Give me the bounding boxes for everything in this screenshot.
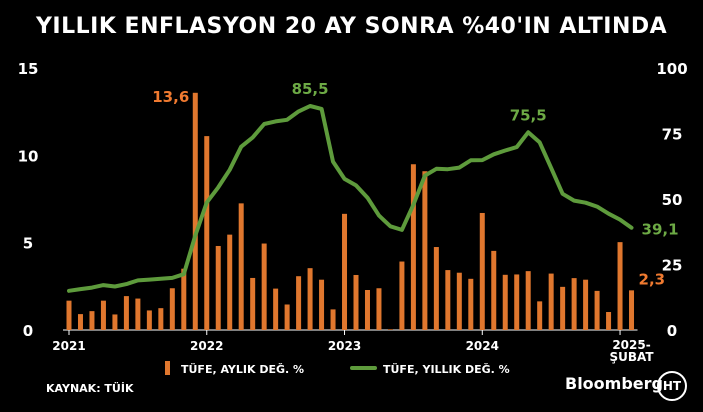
right-tick-label: 100 bbox=[656, 60, 687, 78]
monthly-bar bbox=[261, 243, 267, 330]
monthly-bar bbox=[571, 278, 577, 330]
value-label: 13,6 bbox=[152, 88, 189, 106]
annual-inflation-line bbox=[67, 104, 634, 293]
monthly-bar bbox=[410, 164, 416, 330]
monthly-bar bbox=[491, 250, 497, 330]
monthly-bar bbox=[181, 268, 187, 330]
chart-title: YILLIK ENFLASYON 20 AY SONRA %40'IN ALTI… bbox=[36, 14, 668, 39]
monthly-bar bbox=[594, 290, 600, 330]
monthly-bar bbox=[135, 298, 141, 330]
monthly-bar bbox=[479, 212, 485, 330]
x-tick-label: 2022 bbox=[190, 339, 223, 353]
x-tick-label: 2023 bbox=[328, 339, 361, 353]
monthly-bar bbox=[215, 245, 221, 330]
monthly-bar bbox=[330, 309, 336, 330]
monthly-bar bbox=[66, 300, 72, 330]
value-labels: 13,6 85,5 75,5 39,1 2,3 bbox=[152, 80, 678, 288]
monthly-bar bbox=[319, 279, 325, 330]
right-tick-label: 50 bbox=[662, 191, 683, 209]
monthly-bar bbox=[617, 242, 623, 330]
monthly-bar bbox=[583, 279, 589, 330]
monthly-bar bbox=[387, 329, 393, 330]
legend: TÜFE, AYLIK DEĞ. % TÜFE, YILLIK DEĞ. % bbox=[165, 361, 510, 376]
x-tick-label: ŞUBAT bbox=[609, 350, 654, 364]
monthly-bar bbox=[77, 314, 83, 330]
monthly-bar bbox=[422, 171, 428, 330]
monthly-bar bbox=[158, 308, 164, 330]
monthly-bar bbox=[606, 312, 612, 330]
right-tick-label: 25 bbox=[662, 257, 683, 275]
x-axis: 2021 2022 2023 2024 2025-ŞUBAT bbox=[52, 330, 654, 364]
monthly-bar bbox=[514, 274, 520, 330]
monthly-bar bbox=[399, 261, 405, 330]
monthly-bar bbox=[353, 274, 359, 330]
monthly-bar bbox=[433, 247, 439, 330]
x-tick-label: 2021 bbox=[52, 339, 85, 353]
left-tick-label: 0 bbox=[23, 322, 33, 340]
monthly-bar bbox=[273, 288, 279, 330]
monthly-bar bbox=[537, 301, 543, 330]
monthly-bar bbox=[112, 314, 118, 330]
monthly-bar bbox=[204, 136, 210, 330]
right-tick-label: 0 bbox=[667, 322, 677, 340]
left-tick-label: 5 bbox=[23, 235, 33, 253]
monthly-bar bbox=[364, 290, 370, 330]
monthly-bar bbox=[238, 203, 244, 330]
value-label: 85,5 bbox=[292, 80, 329, 98]
monthly-bar bbox=[100, 300, 106, 330]
left-axis: 0 5 10 15 bbox=[18, 60, 39, 340]
source-note: KAYNAK: TÜİK bbox=[46, 382, 134, 395]
x-tick-label: 2024 bbox=[466, 339, 499, 353]
monthly-bar bbox=[525, 271, 531, 330]
monthly-bar bbox=[502, 274, 508, 330]
monthly-bar bbox=[89, 311, 95, 330]
brand-name: Bloomberg bbox=[565, 374, 663, 393]
monthly-bar bbox=[468, 278, 474, 330]
legend-bar-label: TÜFE, AYLIK DEĞ. % bbox=[181, 362, 304, 376]
right-tick-label: 75 bbox=[662, 126, 683, 144]
monthly-bar bbox=[192, 92, 198, 330]
monthly-bar bbox=[456, 272, 462, 330]
monthly-bar bbox=[376, 288, 382, 330]
monthly-bar bbox=[146, 310, 152, 330]
monthly-bar bbox=[445, 270, 451, 330]
left-tick-label: 10 bbox=[18, 147, 39, 165]
x-tick-label: 2025- bbox=[612, 338, 650, 352]
monthly-bar bbox=[227, 234, 233, 330]
monthly-bar bbox=[123, 296, 129, 330]
monthly-bar bbox=[169, 288, 175, 330]
monthly-bar bbox=[629, 290, 635, 330]
legend-bar-swatch bbox=[165, 361, 170, 375]
monthly-bar bbox=[342, 213, 348, 330]
left-tick-label: 15 bbox=[18, 60, 39, 78]
monthly-bar bbox=[307, 268, 313, 330]
monthly-bars bbox=[66, 92, 635, 330]
legend-line-label: TÜFE, YILLIK DEĞ. % bbox=[383, 362, 510, 376]
value-label: 39,1 bbox=[642, 221, 679, 239]
right-axis: 0 25 50 75 100 bbox=[656, 60, 687, 340]
value-label: 75,5 bbox=[510, 106, 547, 124]
monthly-bar bbox=[250, 277, 256, 330]
value-label: 2,3 bbox=[639, 270, 666, 288]
monthly-bar bbox=[548, 273, 554, 330]
monthly-bar bbox=[296, 276, 302, 330]
monthly-bar bbox=[284, 304, 290, 330]
ht-logo-icon: HT bbox=[657, 371, 687, 401]
monthly-bar bbox=[560, 286, 566, 330]
